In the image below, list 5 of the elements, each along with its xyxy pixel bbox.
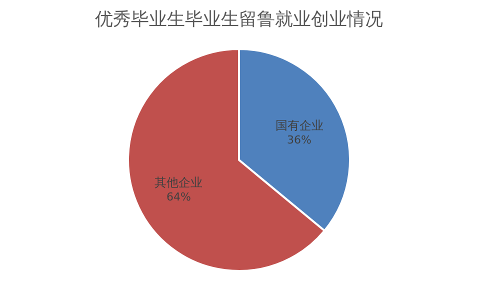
data-label: 36%	[287, 134, 312, 147]
slice-label: 国有企业	[275, 118, 324, 133]
chart-title: 优秀毕业生毕业生留鲁就业创业情况	[95, 9, 383, 30]
slice-label: 其他企业	[154, 175, 203, 190]
data-label: 64%	[166, 190, 191, 204]
